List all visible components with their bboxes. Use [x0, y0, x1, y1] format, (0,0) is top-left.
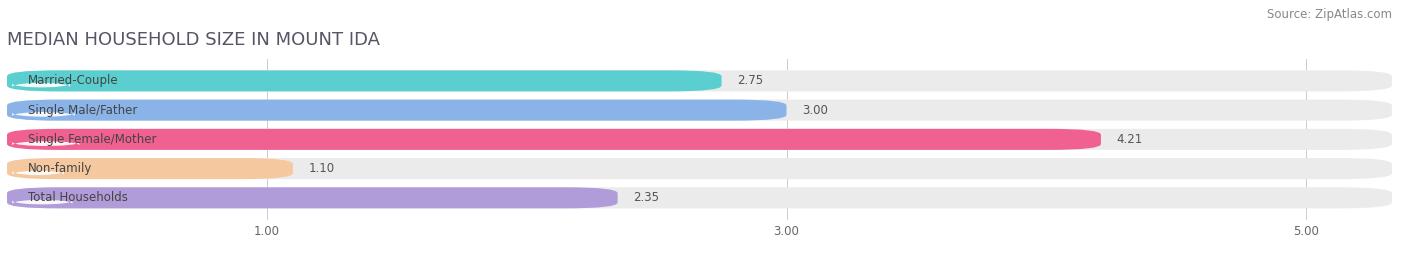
- FancyBboxPatch shape: [7, 187, 1392, 208]
- FancyBboxPatch shape: [7, 129, 1101, 150]
- FancyBboxPatch shape: [7, 70, 721, 91]
- Text: 2.35: 2.35: [633, 191, 659, 204]
- FancyBboxPatch shape: [7, 158, 292, 179]
- FancyBboxPatch shape: [13, 170, 63, 175]
- Text: Married-Couple: Married-Couple: [28, 75, 118, 87]
- FancyBboxPatch shape: [13, 141, 79, 146]
- FancyBboxPatch shape: [13, 112, 75, 117]
- Text: Total Households: Total Households: [28, 191, 128, 204]
- Text: 2.75: 2.75: [737, 75, 763, 87]
- Text: Source: ZipAtlas.com: Source: ZipAtlas.com: [1267, 8, 1392, 21]
- Text: 4.21: 4.21: [1116, 133, 1143, 146]
- FancyBboxPatch shape: [7, 187, 617, 208]
- FancyBboxPatch shape: [7, 100, 1392, 121]
- FancyBboxPatch shape: [7, 100, 786, 121]
- FancyBboxPatch shape: [13, 200, 73, 204]
- Text: Non-family: Non-family: [28, 162, 93, 175]
- Text: 3.00: 3.00: [801, 104, 828, 117]
- FancyBboxPatch shape: [13, 83, 70, 88]
- FancyBboxPatch shape: [7, 70, 1392, 91]
- Text: MEDIAN HOUSEHOLD SIZE IN MOUNT IDA: MEDIAN HOUSEHOLD SIZE IN MOUNT IDA: [7, 31, 380, 49]
- Text: Single Male/Father: Single Male/Father: [28, 104, 138, 117]
- Text: Single Female/Mother: Single Female/Mother: [28, 133, 156, 146]
- Text: 1.10: 1.10: [308, 162, 335, 175]
- FancyBboxPatch shape: [7, 158, 1392, 179]
- FancyBboxPatch shape: [7, 129, 1392, 150]
